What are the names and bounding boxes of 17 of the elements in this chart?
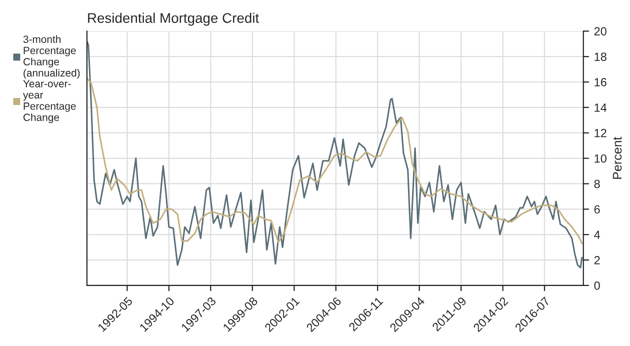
y-tick-label: 12 [594, 128, 606, 138]
y-tick-label: 2 [594, 256, 600, 264]
y-tick-label: 20 [594, 27, 606, 36]
y-tick-label: 4 [594, 230, 600, 239]
y-tick-label: 16 [594, 78, 606, 86]
y-tick-label: 0 [594, 281, 600, 290]
line-series [86, 77, 583, 244]
y-tick-label: 14 [594, 104, 607, 112]
y-tick-label: 18 [594, 52, 606, 61]
y-tick-label: 8 [594, 180, 600, 188]
y-tick-label: 10 [594, 154, 606, 163]
legend-label: Year-over- year Percentage Change [22, 80, 76, 124]
y-tick-label: 6 [594, 205, 600, 214]
line-series [86, 40, 583, 268]
chart-title: Residential Mortgage Credit [88, 12, 259, 26]
legend-label: 3-month Percentage Change (annualized) [23, 35, 80, 79]
y-axis-title: Percent [612, 136, 622, 179]
